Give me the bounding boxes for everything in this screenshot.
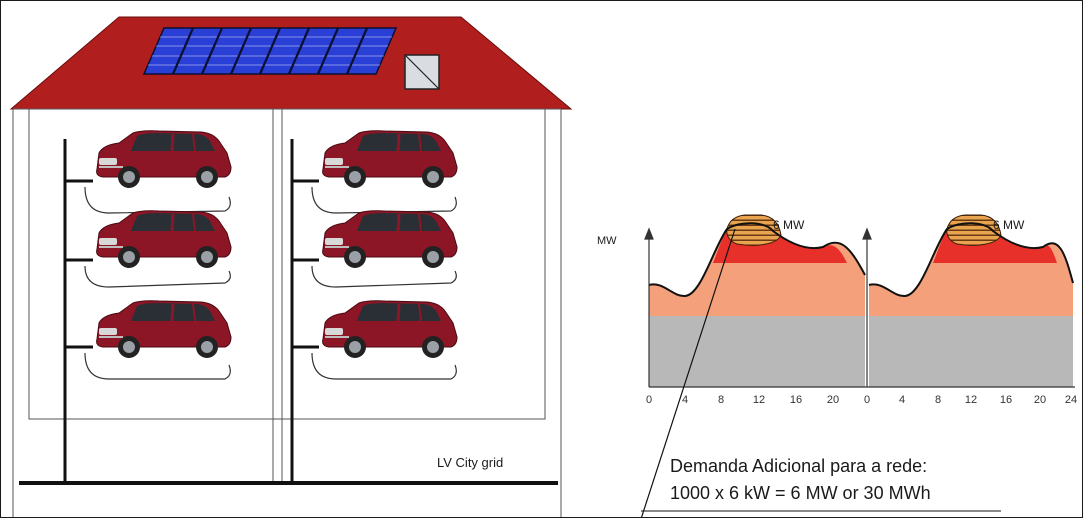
electric-car-2 (321, 129, 459, 190)
peak-label-day-2: 6 MW (993, 218, 1025, 232)
x-tick-day2-8: 8 (934, 394, 942, 406)
additional-demand-title: Demanda Adicional para a rede: (670, 456, 928, 476)
x-tick-day1-16: 16 (789, 394, 803, 406)
x-tick-day2-16: 16 (999, 394, 1013, 406)
additional-demand-formula: 1000 x 6 kW = 6 MW or 30 MWh (670, 483, 931, 503)
x-tick-day1-8: 8 (717, 394, 725, 406)
chart-axes (644, 227, 1075, 388)
grid-label: LV City grid (437, 455, 504, 470)
electric-car-3 (95, 209, 233, 270)
electric-car-1 (95, 129, 233, 190)
x-tick-day2-20: 20 (1033, 394, 1047, 406)
inverter-box (404, 54, 440, 90)
charging-feeders (63, 139, 319, 483)
x-tick-day2-4: 4 (898, 394, 906, 406)
x-tick-day1-12: 12 (752, 394, 766, 406)
x-tick-day1-0: 0 (645, 394, 653, 406)
base-load-area (649, 316, 865, 387)
electric-car-4 (321, 209, 459, 270)
y-axis-unit-label: MW (597, 235, 617, 247)
annotation-leader-line (641, 228, 736, 517)
x-tick-day1-20: 20 (826, 394, 840, 406)
x-tick-day2-0: 0 (863, 394, 871, 406)
solar-panel (142, 27, 398, 75)
x-tick-day1-4: 4 (681, 394, 689, 406)
x-tick-day2-12: 12 (964, 394, 978, 406)
electric-car-5 (95, 299, 233, 360)
x-tick-day2-24: 24 (1064, 394, 1078, 406)
electric-car-6 (321, 299, 459, 360)
peak-label-day-1: 6 MW (773, 218, 805, 232)
load-profile-day-2 (868, 214, 1074, 387)
load-profile-day-1 (648, 214, 866, 387)
house-walls (12, 108, 562, 517)
